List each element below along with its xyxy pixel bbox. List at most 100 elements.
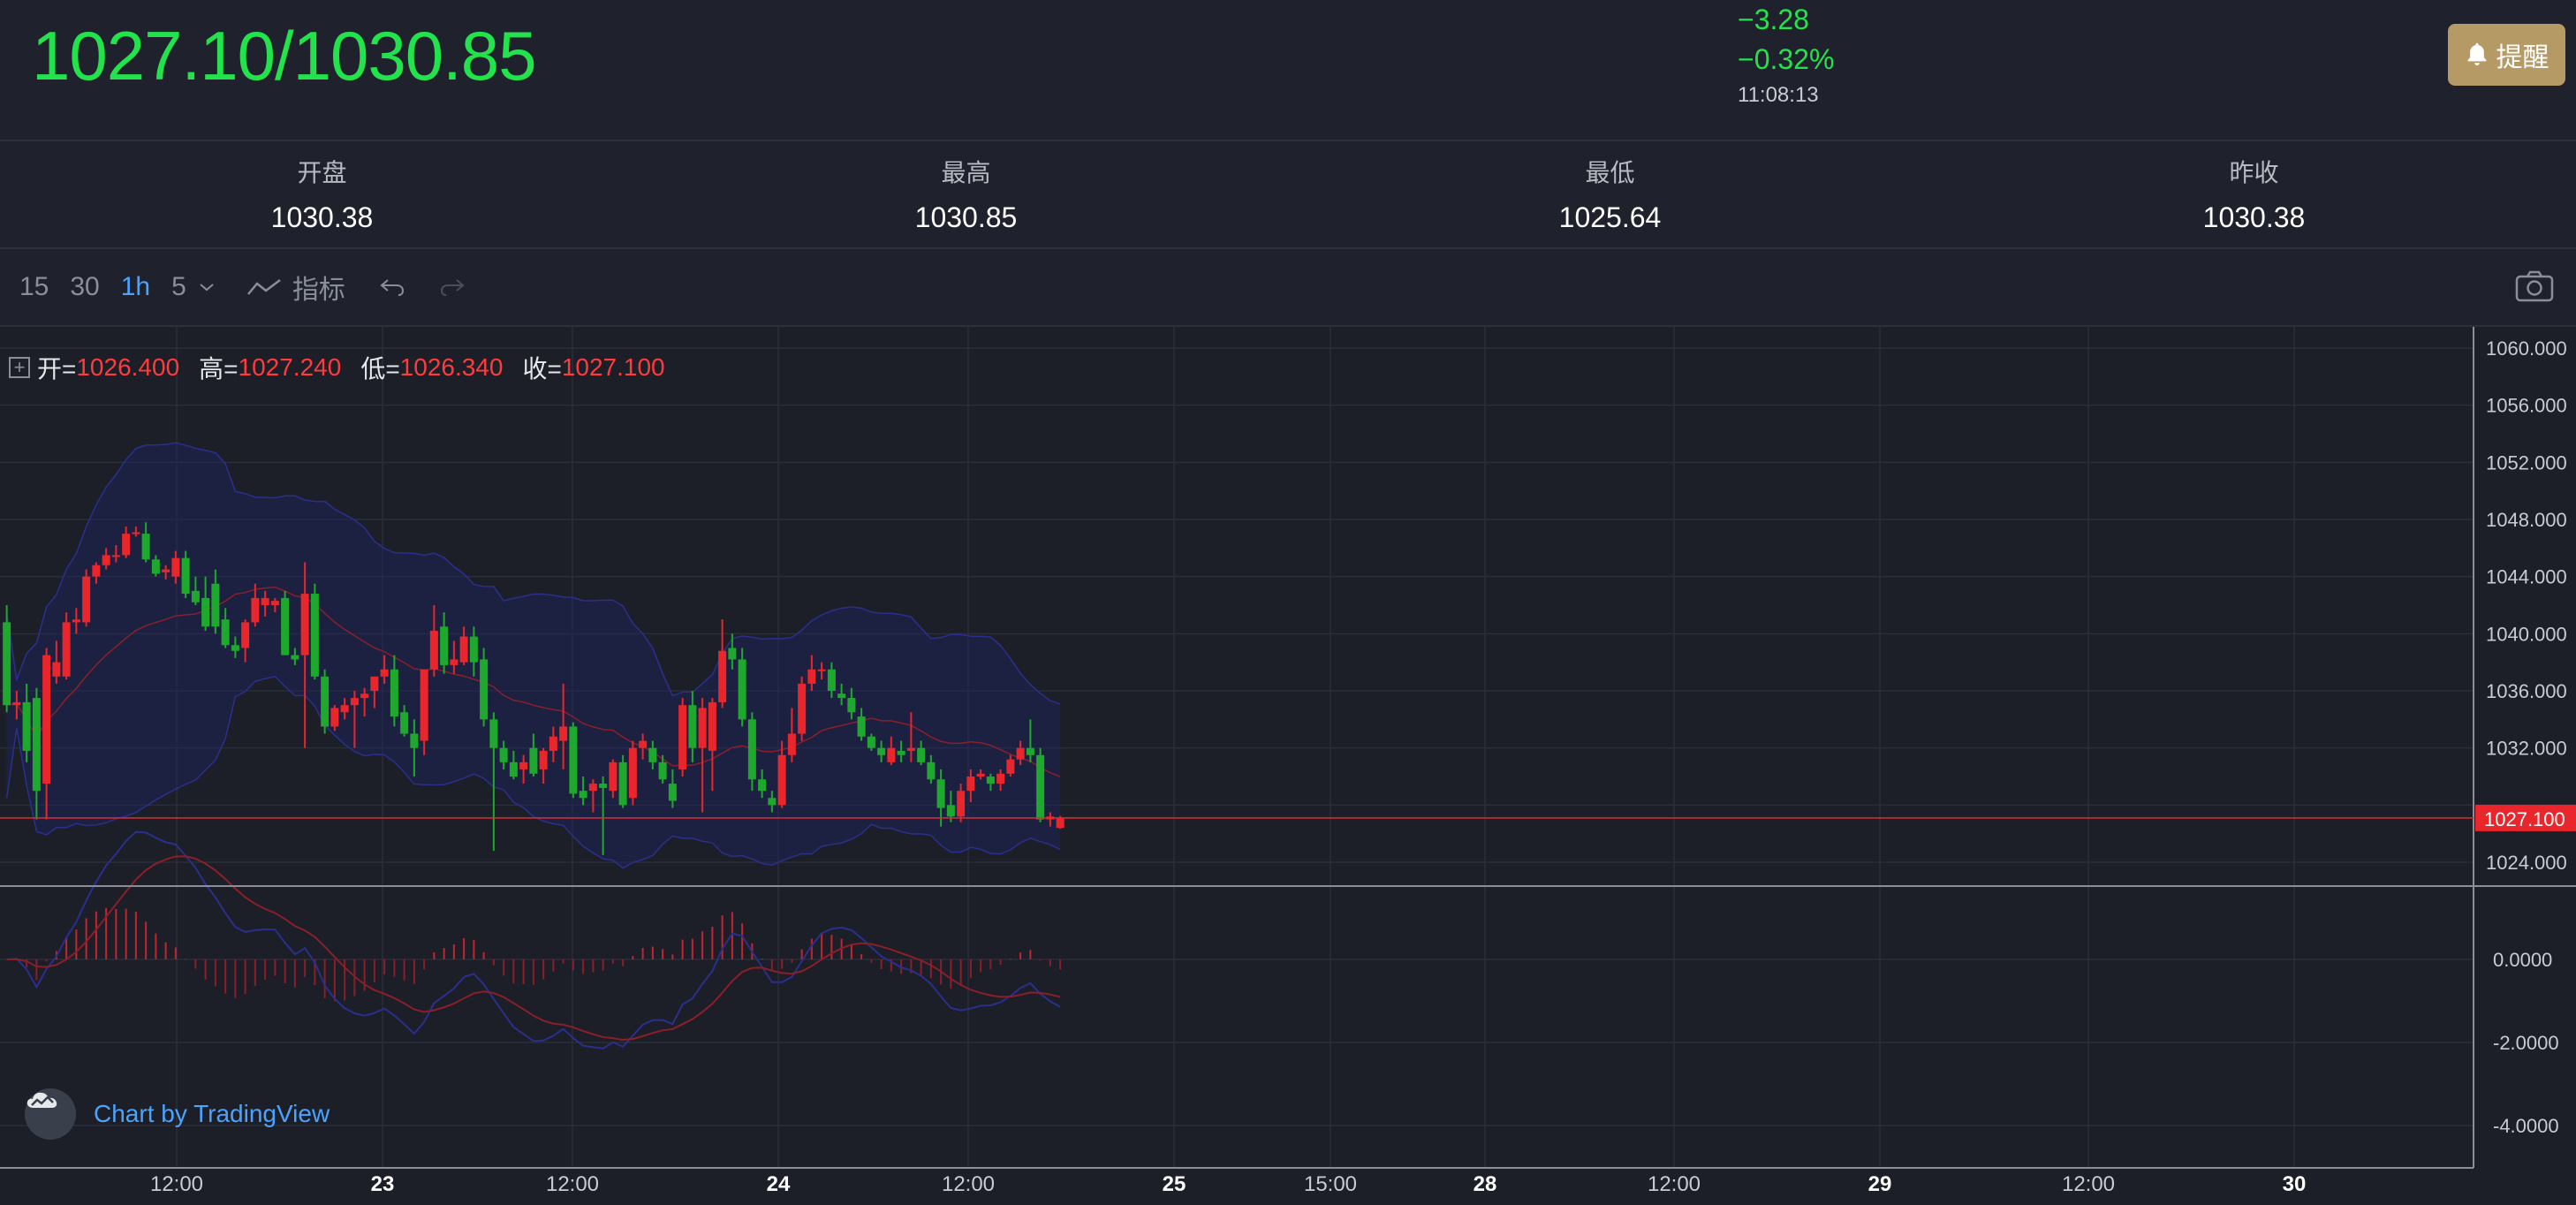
time-tick-label: 12:00	[942, 1172, 995, 1196]
bollinger-middle	[6, 586, 1061, 777]
candle-body	[867, 736, 875, 748]
candle-body	[171, 557, 180, 577]
price-tick-label: 1044.000	[2486, 566, 2567, 588]
candle-body	[946, 805, 955, 817]
undo-icon[interactable]	[379, 277, 405, 298]
interval-1h[interactable]: 1h	[120, 272, 151, 301]
line-chart-icon	[246, 279, 281, 295]
legend-open-value: 1026.400	[76, 353, 180, 381]
stat-open: 开盘 1030.38	[0, 141, 644, 247]
candle-body	[12, 701, 21, 706]
camera-icon[interactable]	[2514, 269, 2555, 304]
stat-prev-close: 昨收 1030.38	[1932, 141, 2576, 247]
candle-body	[1006, 759, 1015, 774]
stat-label: 最低	[1585, 159, 1635, 186]
candle-body	[211, 583, 220, 627]
chevron-down-icon[interactable]	[199, 282, 215, 292]
stat-value: 1030.85	[914, 201, 1018, 233]
candle-body	[3, 622, 11, 706]
candle-body	[330, 708, 339, 727]
candle-body	[857, 716, 866, 737]
legend-open-label: 开=	[37, 355, 77, 383]
bid-ask-price: 1027.10/1030.85	[32, 17, 537, 95]
candle-body	[728, 648, 737, 660]
candle-body	[251, 597, 260, 623]
alert-button[interactable]: 提醒	[2448, 24, 2565, 86]
candle-body	[658, 762, 667, 780]
stat-label: 昨收	[2229, 159, 2279, 186]
quote-timestamp: 11:08:13	[1738, 83, 1819, 107]
candle-body	[618, 762, 627, 806]
last-price-label: 1027.100	[2484, 808, 2565, 830]
tradingview-logo[interactable]: Chart by TradingView	[25, 1088, 330, 1140]
indicators-button[interactable]: 指标	[246, 268, 345, 307]
interval-5[interactable]: 5	[171, 272, 186, 301]
candle-body	[927, 762, 936, 780]
interval-30[interactable]: 30	[70, 272, 100, 301]
price-tick-label: 1024.000	[2486, 852, 2567, 874]
bell-icon	[2467, 42, 2486, 65]
candle-body	[628, 747, 637, 799]
candle-body	[957, 791, 966, 817]
candle-body	[480, 659, 489, 720]
candle-body	[281, 597, 290, 656]
time-tick-label: 29	[1868, 1172, 1892, 1196]
candle-body	[1016, 747, 1025, 760]
legend-close-label: 收=	[522, 355, 562, 383]
candle-body	[917, 747, 926, 762]
stat-label: 最高	[941, 159, 991, 186]
time-tick-label: 24	[767, 1172, 791, 1196]
candle-body	[321, 676, 330, 727]
candle-body	[936, 779, 945, 808]
time-tick-label: 25	[1163, 1172, 1186, 1196]
price-tick-label: 1060.000	[2486, 337, 2567, 360]
candle-body	[141, 534, 150, 560]
candle-body	[579, 791, 587, 799]
stat-high: 最高 1030.85	[644, 141, 1288, 247]
expand-icon[interactable]: +	[9, 356, 30, 378]
candle-body	[22, 701, 31, 751]
price-tick-label: 1032.000	[2486, 738, 2567, 760]
time-tick-label: 12:00	[150, 1172, 203, 1196]
last-price-tag	[2475, 804, 2576, 831]
time-tick-label: 28	[1474, 1172, 1497, 1196]
legend-high-value: 1027.240	[238, 353, 342, 381]
candle-body	[588, 784, 597, 792]
macd-line	[6, 830, 1061, 1050]
candle-body	[847, 698, 856, 713]
candle-body	[459, 636, 468, 663]
candle-body	[221, 619, 230, 646]
price-tick-label: 1052.000	[2486, 451, 2567, 474]
chart-area[interactable]: 1027.100 1060.000 1056.000 1052.000 1048.000…	[0, 327, 2576, 1205]
divider	[0, 325, 2576, 327]
candle-body	[1026, 747, 1034, 755]
legend-high-label: 高=	[199, 355, 239, 383]
stats-row: 开盘 1030.38 最高 1030.85 最低 1025.64 昨收 1030…	[0, 141, 2576, 247]
candle-body	[599, 784, 608, 788]
candle-body	[777, 754, 786, 806]
candle-body	[420, 669, 428, 741]
stat-value: 1030.38	[2202, 201, 2306, 233]
candle-body	[529, 747, 538, 774]
price-chart[interactable]: 1027.100 1060.000 1056.000 1052.000 1048.000…	[0, 327, 2576, 1205]
stat-value: 1025.64	[1558, 201, 1662, 233]
candle-body	[758, 779, 767, 792]
bollinger-band-fill	[6, 443, 1061, 868]
redo-icon[interactable]	[439, 277, 466, 298]
candle-body	[469, 636, 478, 663]
interval-15[interactable]: 15	[19, 272, 49, 301]
candle-body	[241, 622, 250, 648]
candle-body	[151, 559, 160, 574]
candle-body	[102, 555, 110, 565]
candle-body	[291, 655, 299, 660]
time-tick-label: 15:00	[1304, 1172, 1357, 1196]
time-tick-label: 12:00	[2062, 1172, 2115, 1196]
candle-body	[817, 669, 826, 671]
candle-body	[787, 733, 796, 755]
chart-background	[0, 327, 2576, 1205]
legend-close-value: 1027.100	[561, 353, 665, 381]
candle-body	[32, 698, 41, 792]
price-change: −3.28 −0.32%	[1738, 0, 1834, 80]
legend-low-value: 1026.340	[399, 353, 504, 381]
candle-body	[400, 712, 409, 734]
